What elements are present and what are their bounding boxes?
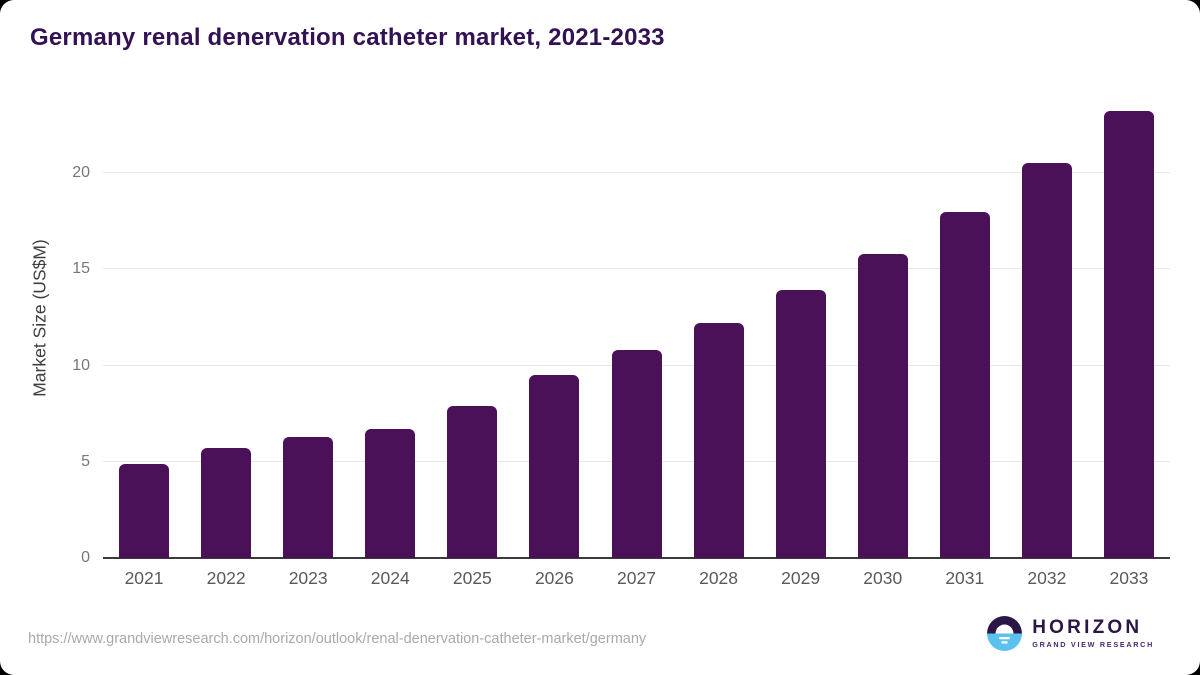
bar-2022[interactable] — [201, 448, 252, 558]
x-tick-label-2028: 2028 — [699, 568, 739, 588]
y-tick-label-0: 0 — [81, 549, 90, 566]
horizon-logo-name: HORIZON — [1032, 617, 1143, 638]
horizon-logo[interactable]: HORIZON GRAND VIEW RESEARCH — [986, 615, 1154, 652]
x-tick-label-2024: 2024 — [370, 568, 410, 588]
x-tick-label-2023: 2023 — [288, 568, 328, 588]
y-axis-label: Market Size (US$M) — [29, 239, 50, 397]
plot-area — [103, 96, 1170, 559]
bar-2023[interactable] — [283, 436, 334, 558]
x-tick-label-2021: 2021 — [124, 568, 164, 588]
x-tick-label-2026: 2026 — [534, 568, 574, 588]
x-tick-label-2032: 2032 — [1027, 568, 1067, 588]
bar-2032[interactable] — [1021, 163, 1072, 558]
horizon-logo-subtitle: GRAND VIEW RESEARCH — [1032, 640, 1154, 649]
x-tick-label-2029: 2029 — [781, 568, 821, 588]
bar-2024[interactable] — [365, 429, 416, 558]
source-url: https://www.grandviewresearch.com/horizo… — [28, 631, 647, 647]
x-tick-label-2025: 2025 — [452, 568, 492, 588]
bar-2027[interactable] — [611, 350, 662, 558]
bar-2021[interactable] — [119, 463, 170, 558]
bar-2029[interactable] — [775, 290, 826, 558]
chart-title: Germany renal denervation catheter marke… — [30, 24, 665, 51]
x-tick-label-2031: 2031 — [945, 568, 985, 588]
y-tick-label-20: 20 — [72, 164, 90, 181]
x-tick-label-2022: 2022 — [206, 568, 246, 588]
x-tick-label-2027: 2027 — [617, 568, 656, 588]
x-tick-label-2033: 2033 — [1109, 568, 1149, 588]
y-tick-label-15: 15 — [72, 260, 90, 278]
y-tick-label-5: 5 — [81, 452, 90, 470]
bar-2030[interactable] — [857, 253, 908, 558]
bar-2028[interactable] — [693, 323, 744, 558]
y-tick-label-10: 10 — [72, 356, 90, 374]
bar-2031[interactable] — [939, 211, 990, 558]
bar-2033[interactable] — [1103, 111, 1154, 558]
horizon-logo-text: HORIZON GRAND VIEW RESEARCH — [1032, 617, 1154, 650]
bar-2026[interactable] — [529, 375, 580, 558]
x-axis-line — [103, 557, 1170, 559]
gridline-15 — [103, 268, 1170, 270]
bar-2025[interactable] — [447, 405, 498, 558]
x-tick-label-2030: 2030 — [863, 568, 903, 588]
gridline-20 — [103, 172, 1170, 173]
horizon-logo-icon — [986, 615, 1023, 652]
